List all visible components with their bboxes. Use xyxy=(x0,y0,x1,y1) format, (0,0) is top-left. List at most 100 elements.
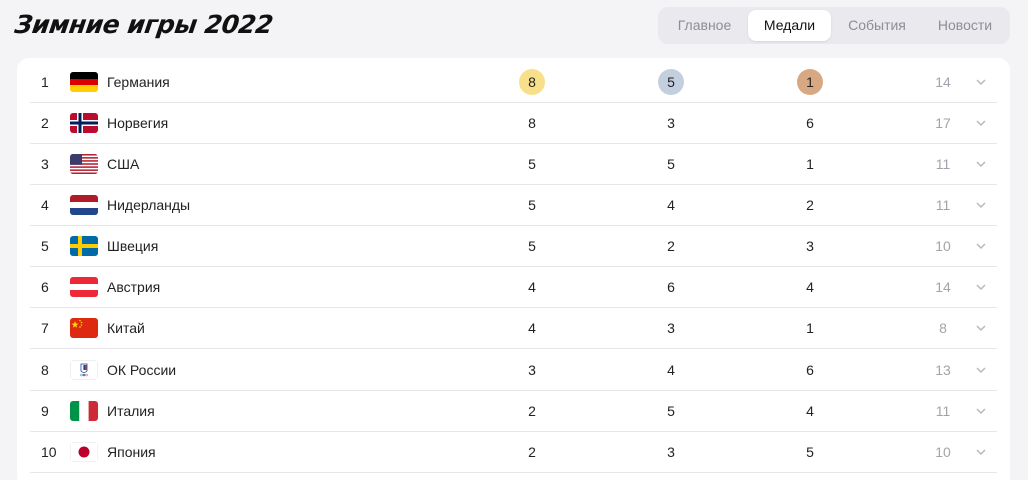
chevron-down-icon[interactable] xyxy=(975,144,989,185)
gold-count: 4 xyxy=(528,320,536,336)
netherlands-flag-icon xyxy=(70,195,98,215)
country-name: Германия xyxy=(107,74,170,90)
table-row[interactable]: 2 Норвегия 8 3 6 17 xyxy=(30,103,997,144)
total-count: 11 xyxy=(935,197,951,213)
table-row[interactable]: 3 США 5 5 1 11 xyxy=(30,144,997,185)
country-name: Швеция xyxy=(107,238,159,254)
rank: 8 xyxy=(41,362,49,378)
table-row[interactable]: 9 Италия 2 5 4 11 xyxy=(30,391,997,432)
rank: 10 xyxy=(41,444,57,460)
country-name: ОК России xyxy=(107,362,177,378)
china-flag-icon xyxy=(70,318,98,338)
gold-count: 5 xyxy=(528,197,536,213)
country-name: Италия xyxy=(107,403,155,419)
gold-count: 8 xyxy=(528,115,536,131)
nav-tabs: Главное Медали События Новости xyxy=(658,7,1010,44)
silver-count: 5 xyxy=(667,403,675,419)
country-name: Китай xyxy=(107,320,145,336)
tab-main[interactable]: Главное xyxy=(677,17,732,33)
country-name: Норвегия xyxy=(107,115,169,131)
medal-table: 1 Германия 8 5 1 14 2 Норвегия 8 3 6 17 3 США 5 5 1 11 4 Ни… xyxy=(17,58,1010,480)
table-row[interactable]: 6 Австрия 4 6 4 14 xyxy=(30,267,997,308)
bronze-count: 1 xyxy=(790,62,830,103)
chevron-down-icon[interactable] xyxy=(975,432,989,473)
bronze-count: 3 xyxy=(806,238,814,254)
rank: 3 xyxy=(41,156,49,172)
silver-count: 4 xyxy=(667,362,675,378)
total-count: 10 xyxy=(935,444,951,460)
bronze-count: 6 xyxy=(806,115,814,131)
rank: 7 xyxy=(41,320,49,336)
gold-medal-badge: 8 xyxy=(519,69,545,95)
table-row[interactable]: 5 Швеция 5 2 3 10 xyxy=(30,226,997,267)
rank: 2 xyxy=(41,115,49,131)
bronze-count: 5 xyxy=(806,444,814,460)
silver-count: 3 xyxy=(667,320,675,336)
chevron-down-icon[interactable] xyxy=(975,391,989,432)
bronze-count: 4 xyxy=(806,279,814,295)
usa-flag-icon xyxy=(70,154,98,174)
gold-count: 8 xyxy=(512,62,552,103)
total-count: 11 xyxy=(935,403,951,419)
italy-flag-icon xyxy=(70,401,98,421)
country-name: Нидерланды xyxy=(107,197,191,213)
table-row[interactable]: 8 ОК России 3 4 6 13 xyxy=(30,350,997,391)
header: Зимние игры 2022 Главное Медали События … xyxy=(0,0,1028,56)
sweden-flag-icon xyxy=(70,236,98,256)
silver-medal-badge: 5 xyxy=(658,69,684,95)
chevron-down-icon[interactable] xyxy=(975,62,989,103)
table-row[interactable]: 7 Китай 4 3 1 8 xyxy=(30,308,997,349)
silver-count: 6 xyxy=(667,279,675,295)
table-row[interactable]: 1 Германия 8 5 1 14 xyxy=(30,62,997,103)
roc-emblem-icon xyxy=(70,360,98,380)
germany-flag-icon xyxy=(70,72,98,92)
bronze-count: 4 xyxy=(806,403,814,419)
chevron-down-icon[interactable] xyxy=(975,267,989,308)
tab-events[interactable]: События xyxy=(848,17,906,33)
total-count: 17 xyxy=(935,115,951,131)
total-count: 13 xyxy=(935,362,951,378)
rank: 6 xyxy=(41,279,49,295)
bronze-count: 1 xyxy=(806,156,814,172)
gold-count: 5 xyxy=(528,238,536,254)
norway-flag-icon xyxy=(70,113,98,133)
chevron-down-icon[interactable] xyxy=(975,226,989,267)
silver-count: 3 xyxy=(667,444,675,460)
silver-count: 5 xyxy=(651,62,691,103)
silver-count: 2 xyxy=(667,238,675,254)
bronze-count: 1 xyxy=(806,320,814,336)
bronze-count: 6 xyxy=(806,362,814,378)
total-count: 10 xyxy=(935,238,951,254)
tab-medals[interactable]: Медали xyxy=(748,10,831,41)
tab-news[interactable]: Новости xyxy=(937,17,993,33)
gold-count: 2 xyxy=(528,403,536,419)
table-row[interactable]: 4 Нидерланды 5 4 2 11 xyxy=(30,185,997,226)
country-name: Япония xyxy=(107,444,156,460)
total-count: 8 xyxy=(939,320,947,336)
silver-count: 4 xyxy=(667,197,675,213)
total-count: 14 xyxy=(935,74,951,90)
gold-count: 2 xyxy=(528,444,536,460)
app-logo-title[interactable]: Зимние игры 2022 xyxy=(12,10,275,39)
silver-count: 3 xyxy=(667,115,675,131)
chevron-down-icon[interactable] xyxy=(975,308,989,349)
country-name: Австрия xyxy=(107,279,161,295)
chevron-down-icon[interactable] xyxy=(975,103,989,144)
chevron-down-icon[interactable] xyxy=(975,350,989,391)
total-count: 11 xyxy=(935,156,951,172)
rank: 5 xyxy=(41,238,49,254)
gold-count: 3 xyxy=(528,362,536,378)
chevron-down-icon[interactable] xyxy=(975,185,989,226)
bronze-medal-badge: 1 xyxy=(797,69,823,95)
gold-count: 4 xyxy=(528,279,536,295)
rank: 1 xyxy=(41,74,49,90)
table-row[interactable]: 10 Япония 2 3 5 10 xyxy=(30,432,997,473)
austria-flag-icon xyxy=(70,277,98,297)
rank: 4 xyxy=(41,197,49,213)
silver-count: 5 xyxy=(667,156,675,172)
japan-flag-icon xyxy=(70,442,98,462)
gold-count: 5 xyxy=(528,156,536,172)
bronze-count: 2 xyxy=(806,197,814,213)
total-count: 14 xyxy=(935,279,951,295)
country-name: США xyxy=(107,156,140,172)
